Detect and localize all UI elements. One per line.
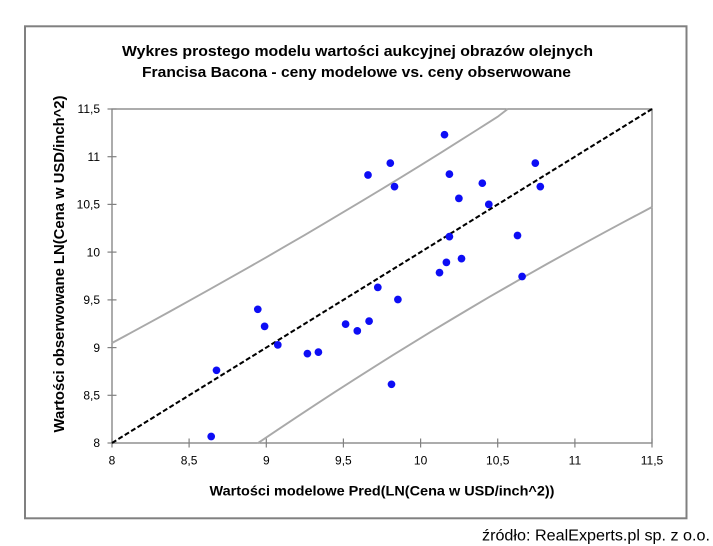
svg-text:10,5: 10,5 xyxy=(77,198,101,212)
svg-text:11,5: 11,5 xyxy=(78,102,101,116)
svg-text:8,5: 8,5 xyxy=(83,389,100,403)
svg-text:Wartości modelowe Pred(LN(Cena: Wartości modelowe Pred(LN(Cena w USD/inc… xyxy=(210,484,555,499)
svg-text:8: 8 xyxy=(93,436,100,450)
svg-text:8: 8 xyxy=(109,454,116,468)
svg-text:10: 10 xyxy=(87,245,101,259)
svg-text:9: 9 xyxy=(263,454,270,468)
svg-text:9: 9 xyxy=(93,341,100,355)
svg-text:8,5: 8,5 xyxy=(181,454,198,468)
svg-text:11: 11 xyxy=(569,454,582,468)
svg-text:10,5: 10,5 xyxy=(486,454,510,468)
svg-text:10: 10 xyxy=(414,454,428,468)
svg-text:11: 11 xyxy=(88,150,101,164)
svg-text:9,5: 9,5 xyxy=(83,293,100,307)
svg-text:Francisa Bacona - ceny modelow: Francisa Bacona - ceny modelowe vs. ceny… xyxy=(142,64,571,81)
svg-text:9,5: 9,5 xyxy=(335,454,352,468)
svg-text:11,5: 11,5 xyxy=(641,454,664,468)
svg-text:źródło: RealExperts.pl sp. z o: źródło: RealExperts.pl sp. z o.o. xyxy=(482,528,710,545)
svg-text:Wartości obserwowane LN(Cena w: Wartości obserwowane LN(Cena w USD/inch^… xyxy=(51,96,68,433)
svg-text:Wykres prostego modelu wartośc: Wykres prostego modelu wartości aukcyjne… xyxy=(122,43,593,60)
